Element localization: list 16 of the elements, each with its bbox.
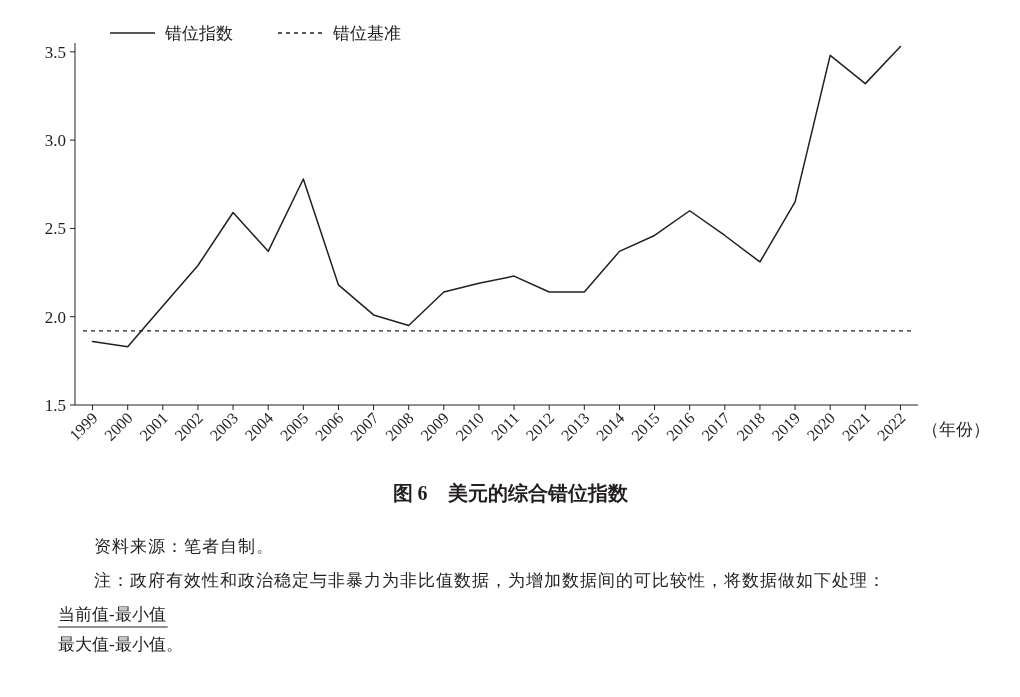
legend-label: 错位基准 [332,24,401,43]
text: 最大值-最小值。 [58,635,183,654]
x-tick-label: 2001 [136,409,171,444]
y-tick-label: 2.5 [44,219,66,239]
y-tick-label: 1.5 [44,396,66,415]
text: 注：政府有效性和政治稳定与非暴力为非比值数据，为增加数据间的可比较性，将数据做如下处理： [94,571,886,590]
y-tick-label: 3.0 [44,131,66,151]
y-tick-label: 3.5 [44,42,66,62]
x-tick-label: 2011 [487,409,523,444]
legend-label: 错位指数 [164,24,233,43]
text: 图 6 美元的综合错位指数 [392,482,629,504]
text: 当前值-最小值 [58,605,166,624]
x-axis-title: （年份） [922,420,990,439]
text: 资料来源：笔者自制。 [94,537,274,556]
x-tick-label: 2021 [838,409,874,444]
y-tick-label: 2.0 [44,307,66,327]
